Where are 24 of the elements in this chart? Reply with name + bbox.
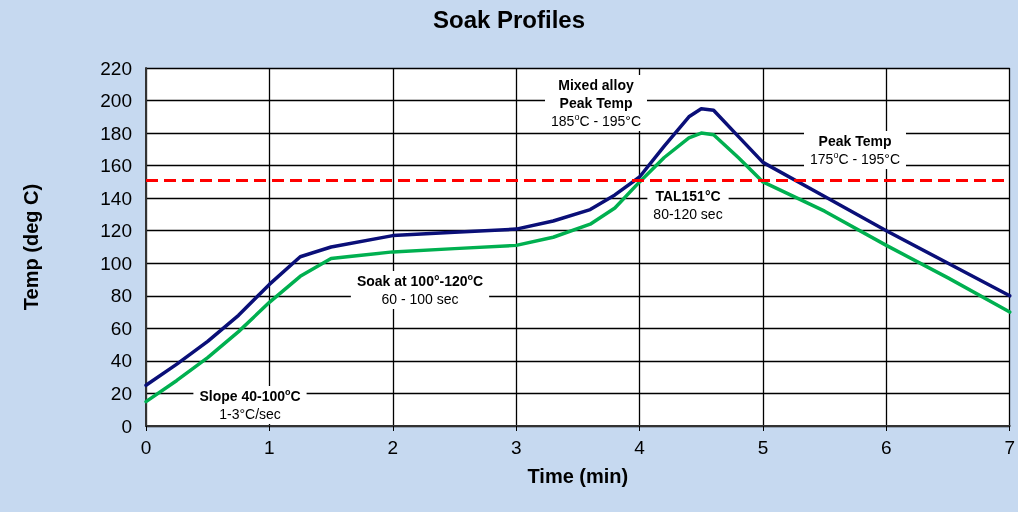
x-tick-label: 6: [881, 437, 892, 458]
x-axis-title: Time (min): [527, 465, 629, 487]
y-tick-label: 40: [110, 350, 132, 372]
y-tick-label: 200: [100, 90, 132, 112]
y-tick-label: 180: [100, 122, 132, 144]
y-tick-label: 100: [100, 252, 132, 274]
x-tick-label: 7: [1004, 437, 1016, 458]
y-tick-label: 60: [110, 317, 132, 339]
y-tick-label: 120: [100, 220, 132, 242]
chart-title: Soak Profiles: [432, 5, 586, 33]
y-tick-label: 140: [100, 187, 132, 209]
y-tick-label: 80: [110, 285, 132, 307]
y-axis-title: Temp (deg C): [20, 183, 42, 311]
y-tick-label: 0: [121, 415, 132, 437]
y-tick-label: 20: [110, 382, 132, 404]
annotation: TAL151°C 80-120 sec: [653, 188, 723, 222]
y-tick-label: 220: [100, 57, 132, 79]
x-tick-label: 2: [387, 437, 399, 458]
x-tick-label: 1: [264, 437, 275, 458]
x-tick-label: 3: [510, 437, 522, 458]
x-tick-label: 4: [634, 437, 646, 458]
y-tick-label: 160: [100, 155, 132, 177]
x-tick-label: 5: [757, 437, 769, 458]
x-tick-label: 0: [140, 437, 152, 458]
